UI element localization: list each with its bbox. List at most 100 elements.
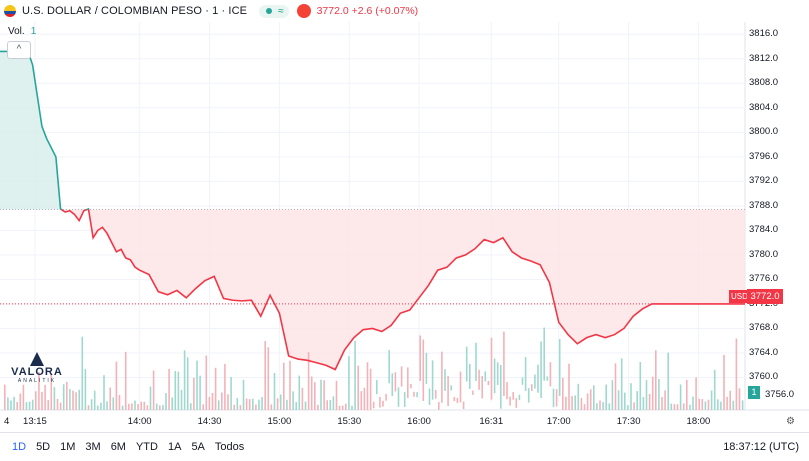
volume-bar — [258, 399, 260, 410]
volume-bar — [351, 405, 353, 410]
range-button-5d[interactable]: 5D — [36, 441, 51, 453]
volume-bar — [658, 379, 660, 410]
volume-bar — [738, 388, 741, 410]
volume-bar — [481, 376, 483, 399]
volume-bar — [382, 400, 384, 407]
volume-bar — [255, 404, 257, 410]
volume-bar — [292, 391, 294, 410]
logo-subname: ANALITIK — [17, 378, 57, 384]
volume-bar — [428, 388, 431, 405]
chart-header: U.S. DOLLAR / COLOMBIAN PESO · 1 · ICE ≈… — [0, 0, 418, 22]
volume-bar — [35, 391, 37, 410]
volume-bar — [422, 339, 425, 401]
volume-bar — [298, 375, 301, 410]
volume-bar — [323, 380, 325, 410]
logo-name: VALORA — [11, 366, 63, 378]
volume-bar — [137, 404, 139, 410]
volume-bar — [496, 362, 499, 385]
quote-text: 3772.0 +2.6 (+0.07%) — [316, 5, 419, 17]
x-tick-label: 13:15 — [23, 416, 47, 427]
volume-bar — [304, 401, 307, 410]
symbol-title[interactable]: U.S. DOLLAR / COLOMBIAN PESO · 1 · ICE — [22, 5, 248, 17]
volume-label: Vol. — [8, 26, 25, 37]
volume-bar — [379, 396, 381, 408]
y-tick-label: 3796.0 — [749, 150, 779, 162]
volume-bar — [338, 405, 341, 410]
volume-bar — [713, 369, 716, 410]
volume-bar — [611, 380, 614, 410]
clock[interactable]: 18:37:12 (UTC) — [723, 441, 799, 453]
settings-icon[interactable]: ⚙ — [786, 416, 795, 427]
volume-bar — [562, 377, 564, 410]
volume-bar — [397, 387, 400, 407]
volume-bar — [112, 397, 115, 410]
volume-bar — [552, 388, 555, 408]
volume-bar — [478, 369, 480, 390]
volume-bar — [134, 400, 136, 410]
volume-bar — [490, 337, 493, 400]
range-button-5a[interactable]: 5A — [191, 441, 205, 453]
volume-bar — [704, 401, 707, 410]
market-status-badge[interactable]: ≈ — [259, 4, 289, 18]
price-chart[interactable] — [0, 0, 809, 432]
volume-bar — [469, 364, 471, 389]
volume-bar — [475, 342, 477, 381]
range-button-todos[interactable]: Todos — [214, 441, 245, 453]
volume-bar — [484, 371, 487, 382]
volume-bar — [317, 404, 319, 410]
volume-bar — [568, 363, 570, 410]
volume-bar — [211, 393, 214, 410]
range-button-1a[interactable]: 1A — [167, 441, 182, 453]
volume-bar — [549, 362, 552, 387]
range-button-6m[interactable]: 6M — [110, 441, 126, 453]
volume-bar — [183, 350, 186, 410]
volume-bar — [500, 365, 502, 409]
volume-bar — [261, 397, 263, 410]
volume-bar — [627, 405, 629, 410]
volume-bar — [689, 404, 691, 410]
volume-bar — [586, 393, 589, 410]
volume-bar — [670, 403, 673, 410]
volume-bar — [332, 396, 335, 410]
price-line-below — [60, 209, 745, 371]
volume-bar — [465, 346, 468, 382]
volume-bar — [589, 389, 592, 410]
volume-bar — [224, 363, 226, 410]
range-button-ytd[interactable]: YTD — [135, 441, 158, 453]
volume-bar — [202, 404, 204, 410]
volume-bar — [221, 392, 223, 410]
volume-bar — [651, 376, 654, 410]
volume-bar — [434, 389, 437, 399]
volume-bar — [459, 371, 462, 403]
volume-bar — [149, 386, 152, 410]
collapse-legend-button[interactable]: ^ — [7, 41, 31, 59]
volume-bar — [624, 392, 626, 410]
volume-bar — [360, 391, 363, 410]
volume-bar — [717, 399, 719, 410]
volume-bar — [289, 360, 291, 410]
x-tick-label: 18:00 — [686, 416, 711, 427]
volume-bar — [534, 374, 536, 389]
volume-bar — [310, 376, 313, 410]
volume-bar — [168, 368, 170, 410]
volume-bar — [242, 379, 245, 410]
range-button-1d[interactable]: 1D — [12, 441, 27, 453]
volume-bar — [115, 361, 118, 410]
volume-bar — [177, 371, 180, 410]
range-button-1m[interactable]: 1M — [60, 441, 76, 453]
volume-bar — [124, 351, 127, 410]
volume-bar — [710, 390, 713, 410]
volume-bar — [31, 399, 34, 410]
range-button-3m[interactable]: 3M — [85, 441, 101, 453]
volume-bar — [186, 357, 189, 410]
volume-bar — [25, 402, 28, 410]
volume-bar — [159, 405, 161, 410]
volume-bar — [118, 395, 121, 410]
volume-bar — [273, 373, 276, 410]
volume-bar — [518, 394, 521, 401]
volume-bar — [444, 369, 446, 391]
volume-bar — [527, 388, 530, 403]
volume-bar — [162, 405, 164, 410]
volume-bar — [661, 397, 663, 410]
alert-dot-icon — [296, 4, 311, 18]
